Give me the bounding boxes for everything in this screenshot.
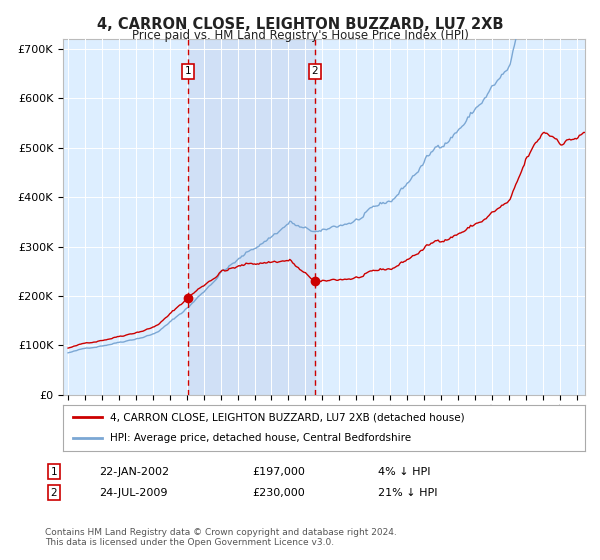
Text: 4, CARRON CLOSE, LEIGHTON BUZZARD, LU7 2XB (detached house): 4, CARRON CLOSE, LEIGHTON BUZZARD, LU7 2…	[110, 412, 464, 422]
Text: 2: 2	[50, 488, 58, 498]
Text: 24-JUL-2009: 24-JUL-2009	[99, 488, 167, 498]
Text: 2: 2	[311, 66, 318, 76]
Text: Price paid vs. HM Land Registry's House Price Index (HPI): Price paid vs. HM Land Registry's House …	[131, 29, 469, 42]
Text: 21% ↓ HPI: 21% ↓ HPI	[378, 488, 437, 498]
Text: HPI: Average price, detached house, Central Bedfordshire: HPI: Average price, detached house, Cent…	[110, 433, 411, 444]
Text: 4% ↓ HPI: 4% ↓ HPI	[378, 466, 431, 477]
Text: £230,000: £230,000	[252, 488, 305, 498]
Text: £197,000: £197,000	[252, 466, 305, 477]
Text: 22-JAN-2002: 22-JAN-2002	[99, 466, 169, 477]
Text: 1: 1	[184, 66, 191, 76]
Text: 1: 1	[50, 466, 58, 477]
Bar	[188, 39, 315, 395]
Text: 4, CARRON CLOSE, LEIGHTON BUZZARD, LU7 2XB: 4, CARRON CLOSE, LEIGHTON BUZZARD, LU7 2…	[97, 17, 503, 32]
Text: Contains HM Land Registry data © Crown copyright and database right 2024.
This d: Contains HM Land Registry data © Crown c…	[45, 528, 397, 547]
